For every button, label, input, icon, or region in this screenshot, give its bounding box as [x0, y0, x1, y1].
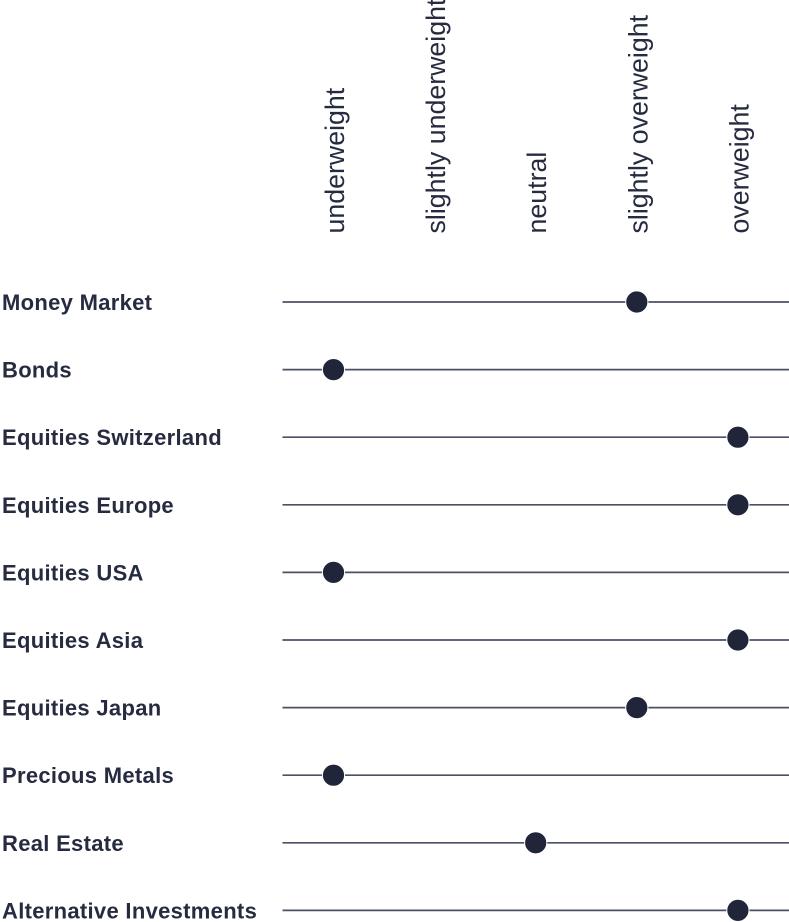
svg-text:Alternative Investments: Alternative Investments [2, 898, 257, 922]
svg-text:underweight: underweight [320, 87, 350, 233]
svg-text:Equities Asia: Equities Asia [2, 628, 144, 653]
svg-text:Equities Europe: Equities Europe [2, 493, 174, 518]
svg-text:slightly underweight: slightly underweight [421, 0, 451, 234]
svg-text:Bonds: Bonds [2, 358, 72, 383]
svg-text:overweight: overweight [724, 104, 754, 234]
svg-text:slightly overweight: slightly overweight [623, 14, 653, 233]
svg-text:Money Market: Money Market [2, 290, 153, 315]
svg-text:Precious Metals: Precious Metals [2, 763, 174, 788]
svg-text:Equities USA: Equities USA [2, 560, 144, 585]
svg-text:Equities Japan: Equities Japan [2, 696, 161, 721]
svg-text:neutral: neutral [522, 152, 552, 234]
svg-text:Equities Switzerland: Equities Switzerland [2, 425, 222, 450]
svg-text:Real Estate: Real Estate [2, 831, 124, 856]
